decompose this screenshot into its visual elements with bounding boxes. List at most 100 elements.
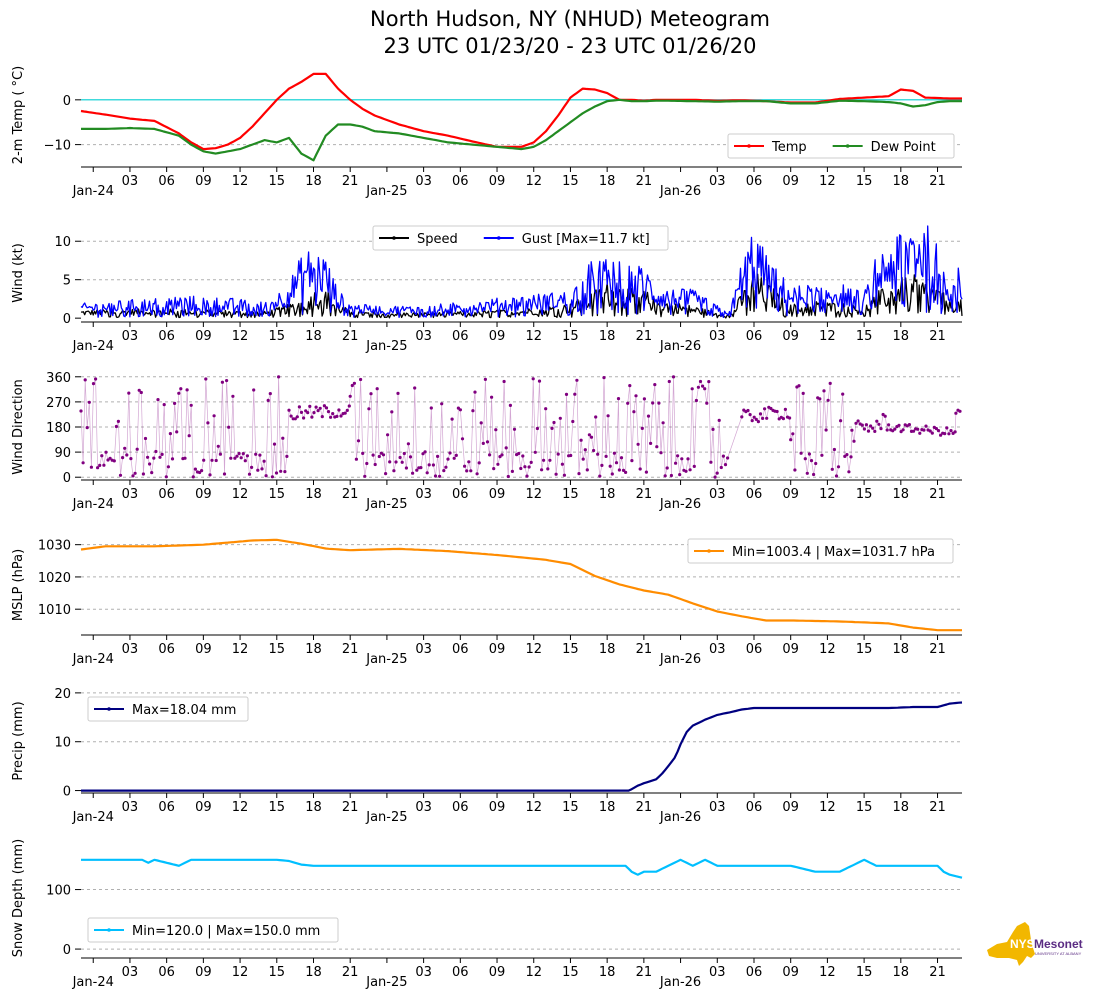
y-tick-label: 360 [46,371,71,386]
wdir-point [454,453,458,457]
series-line-snow-0 [81,858,963,879]
wdir-point [216,444,220,448]
wdir-point [339,414,343,418]
x-tick-label: 15 [269,800,286,815]
wdir-point [885,428,889,432]
wdir-point [229,456,233,460]
title-period: 23 UTC 01/23/20 - 23 UTC 01/26/20 [383,34,757,58]
wdir-point [721,454,726,458]
x-tick-label: 09 [782,800,799,815]
x-tick-label: 09 [489,642,506,657]
x-tick-label: 12 [525,174,542,189]
wdir-point [83,378,87,382]
y-tick-label: 5 [63,274,71,289]
wdir-point [692,464,696,468]
wdir-point [500,453,504,457]
wdir-point [463,464,467,468]
wdir-point [797,384,801,388]
wdir-point [667,379,671,384]
legend-wind: Speed Gust [Max=11.7 kt] [372,225,669,251]
wdir-point [375,387,379,391]
wdir-point [954,411,958,415]
x-tick-label: 18 [599,800,616,815]
wdir-point [558,416,562,420]
wdir-point [185,388,189,392]
x-tick-label: 09 [195,329,212,344]
wdir-point [348,394,352,398]
x-tick-label: 06 [452,642,469,657]
wdir-point [87,400,91,404]
wdir-point [108,456,112,460]
wdir-point [104,450,108,454]
wdir-point [250,465,254,469]
x-tick-label: Jan-25 [365,810,407,825]
wdir-point [252,388,256,392]
wdir-point [781,417,786,421]
wdir-point [864,423,869,427]
wdir-point [581,457,585,461]
wdir-point [388,460,392,464]
wdir-point [875,419,879,423]
wdir-point [146,455,150,459]
wdir-point [402,451,406,456]
legend-temp: Temp Dew Point [727,133,955,159]
wdir-point [247,472,252,476]
wdir-point [96,466,100,470]
wdir-point [934,427,939,431]
wdir-point [640,426,644,430]
wdir-point [384,472,388,476]
x-tick-label: 15 [562,487,579,502]
x-tick-label: 21 [342,174,359,189]
wdir-point [254,452,258,456]
wdir-point [421,452,425,456]
wdir-point [544,407,548,411]
wdir-point [373,462,377,467]
wdir-point [392,469,396,473]
wdir-point [517,451,521,456]
wdir-point [793,468,797,472]
y-tick-label: 1020 [38,571,71,586]
wdir-point [850,428,854,432]
x-tick-label: 21 [929,329,946,344]
y-tick-label: 90 [54,446,71,461]
wdir-point [546,467,550,471]
wdir-point [696,385,701,389]
y-tick-label: 20 [54,687,71,702]
wdir-point [676,454,680,458]
wdir-point [883,414,887,418]
wdir-point [214,458,218,463]
legend-label: Temp [771,140,807,155]
wdir-point [310,415,314,419]
x-tick-label: 12 [232,329,249,344]
x-tick-label: 06 [746,642,763,657]
x-tick-label: 09 [782,174,799,189]
x-tick-label: 09 [782,642,799,657]
y-axis-label: Snow Depth (mm) [11,839,26,957]
x-tick-label: 12 [819,965,836,980]
x-tick-label: 21 [636,329,653,344]
x-tick-label: 12 [232,487,249,502]
x-tick-label: Jan-25 [365,652,407,667]
x-tick-label: 18 [893,329,910,344]
wdir-point [283,470,287,474]
logo-mesonet-text: Mesonet [1034,937,1083,951]
wdir-point [828,381,832,385]
legend-mslp: Min=1003.4 | Max=1031.7 hPa [687,538,954,564]
wdir-point [674,461,678,465]
wdir-point [711,427,715,431]
x-tick-label: 03 [709,329,726,344]
wdir-point [860,423,864,427]
wdir-point [659,451,663,455]
wdir-point [175,430,179,434]
wdir-point [81,461,85,465]
wdir-point [897,423,901,427]
wdir-point [158,455,162,459]
series-line-precip-0 [81,701,963,792]
wdir-point [521,454,525,458]
nys-mesonet-logo: NYS Mesonet UNIVERSITY AT ALBANY [983,918,1087,970]
x-tick-label: 06 [158,642,175,657]
wdir-point [901,428,905,432]
x-tick-label: 21 [342,329,359,344]
x-tick-label: 12 [819,174,836,189]
x-tick-label: 21 [342,487,359,502]
